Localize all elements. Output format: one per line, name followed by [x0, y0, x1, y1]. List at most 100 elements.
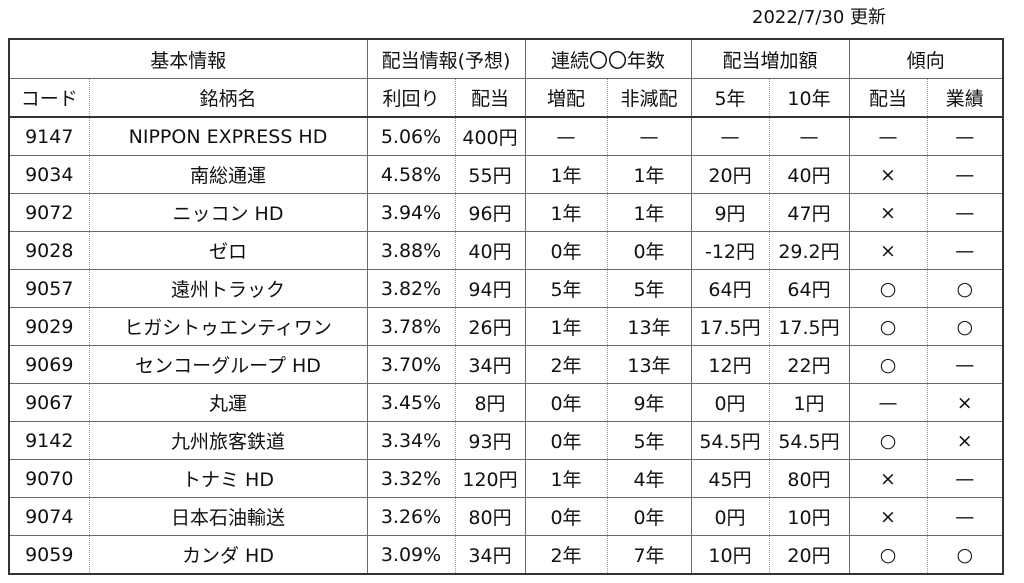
group-header-dividend: 配当情報(予想) — [366, 38, 526, 79]
table-row: 9147 NIPPON EXPRESS HD 5.06% 400円 — — — — — — — [8, 116, 1004, 156]
increase-10y-cell: 47円 — [768, 193, 850, 232]
increase-5y-cell: 54.5円 — [690, 421, 770, 460]
increase-10y-cell: 10円 — [768, 497, 850, 536]
increase-10y-cell: — — [768, 116, 850, 156]
dividend-cell: 96円 — [454, 193, 526, 232]
increase-years-cell: 0年 — [524, 497, 608, 536]
yield-cell: 3.34% — [366, 421, 456, 460]
yield-cell: 3.32% — [366, 459, 456, 498]
yield-cell: 3.82% — [366, 269, 456, 308]
non-decrease-years-cell: 13年 — [606, 345, 692, 384]
yield-cell: 4.58% — [366, 155, 456, 194]
dividend-trend-cell: — — [848, 383, 928, 422]
increase-10y-cell: 54.5円 — [768, 421, 850, 460]
column-header-5y-increase: 5年 — [690, 78, 770, 118]
increase-years-cell: 0年 — [524, 421, 608, 460]
name-cell: トナミ HD — [88, 459, 368, 498]
increase-10y-cell: 20円 — [768, 535, 850, 575]
code-cell: 9069 — [8, 345, 90, 384]
non-decrease-years-cell: 5年 — [606, 421, 692, 460]
increase-years-cell: — — [524, 116, 608, 156]
table-row: 9029 ヒガシトゥエンティワン 3.78% 26円 1年 13年 17.5円 17.5円 ○ ○ — [8, 307, 1004, 346]
yield-cell: 3.70% — [366, 345, 456, 384]
dividend-cell: 400円 — [454, 116, 526, 156]
increase-5y-cell: 0円 — [690, 383, 770, 422]
increase-10y-cell: 22円 — [768, 345, 850, 384]
name-cell: 遠州トラック — [88, 269, 368, 308]
table-row: 9067 丸運 3.45% 8円 0年 9年 0円 1円 — × — [8, 383, 1004, 422]
dividend-trend-cell: ○ — [848, 345, 928, 384]
non-decrease-years-cell: 5年 — [606, 269, 692, 308]
code-cell: 9147 — [8, 116, 90, 156]
increase-years-cell: 1年 — [524, 307, 608, 346]
yield-cell: 3.09% — [366, 535, 456, 575]
earnings-trend-cell: — — [926, 155, 1004, 194]
code-cell: 9074 — [8, 497, 90, 536]
increase-5y-cell: 17.5円 — [690, 307, 770, 346]
code-cell: 9142 — [8, 421, 90, 460]
increase-years-cell: 0年 — [524, 231, 608, 270]
yield-cell: 3.45% — [366, 383, 456, 422]
name-cell: ゼロ — [88, 231, 368, 270]
name-cell: 九州旅客鉄道 — [88, 421, 368, 460]
earnings-trend-cell: × — [926, 421, 1004, 460]
dividend-cell: 80円 — [454, 497, 526, 536]
table-row: 9069 センコーグループ HD 3.70% 34円 2年 13年 12円 22円 ○ — — [8, 345, 1004, 384]
increase-5y-cell: — — [690, 116, 770, 156]
dividend-trend-cell: ○ — [848, 421, 928, 460]
dividend-trend-cell: ○ — [848, 269, 928, 308]
code-cell: 9029 — [8, 307, 90, 346]
increase-years-cell: 5年 — [524, 269, 608, 308]
increase-years-cell: 0年 — [524, 383, 608, 422]
yield-cell: 3.94% — [366, 193, 456, 232]
column-header-dividend: 配当 — [454, 78, 526, 118]
earnings-trend-cell: ○ — [926, 269, 1004, 308]
group-header-trend: 傾向 — [848, 38, 1004, 79]
name-cell: 南総通運 — [88, 155, 368, 194]
name-cell: 丸運 — [88, 383, 368, 422]
dividend-stock-table: 基本情報 配当情報(予想) 連続〇〇年数 配当増加額 傾向 コード 銘柄名 利回… — [8, 38, 1004, 575]
increase-10y-cell: 64円 — [768, 269, 850, 308]
name-cell: ニッコン HD — [88, 193, 368, 232]
group-header-row: 基本情報 配当情報(予想) 連続〇〇年数 配当増加額 傾向 — [8, 38, 1004, 79]
column-header-name: 銘柄名 — [88, 78, 368, 118]
earnings-trend-cell: — — [926, 459, 1004, 498]
code-cell: 9034 — [8, 155, 90, 194]
increase-years-cell: 1年 — [524, 459, 608, 498]
increase-5y-cell: 9円 — [690, 193, 770, 232]
earnings-trend-cell: ○ — [926, 535, 1004, 575]
increase-5y-cell: 10円 — [690, 535, 770, 575]
column-header-dividend-trend: 配当 — [848, 78, 928, 118]
dividend-cell: 26円 — [454, 307, 526, 346]
group-header-basic: 基本情報 — [8, 38, 368, 79]
dividend-trend-cell: × — [848, 497, 928, 536]
code-cell: 9067 — [8, 383, 90, 422]
code-cell: 9070 — [8, 459, 90, 498]
increase-5y-cell: -12円 — [690, 231, 770, 270]
table-row: 9072 ニッコン HD 3.94% 96円 1年 1年 9円 47円 × — — [8, 193, 1004, 232]
updated-date: 2022/7/30 更新 — [752, 7, 887, 28]
column-header-10y-increase: 10年 — [768, 78, 850, 118]
dividend-trend-cell: — — [848, 116, 928, 156]
earnings-trend-cell: — — [926, 116, 1004, 156]
table-row: 9057 遠州トラック 3.82% 94円 5年 5年 64円 64円 ○ ○ — [8, 269, 1004, 308]
dividend-cell: 8円 — [454, 383, 526, 422]
increase-5y-cell: 12円 — [690, 345, 770, 384]
yield-cell: 3.88% — [366, 231, 456, 270]
dividend-cell: 40円 — [454, 231, 526, 270]
column-header-earnings-trend: 業績 — [926, 78, 1004, 118]
dividend-trend-cell: × — [848, 231, 928, 270]
table-row: 9070 トナミ HD 3.32% 120円 1年 4年 45円 80円 × — — [8, 459, 1004, 498]
increase-5y-cell: 45円 — [690, 459, 770, 498]
dividend-trend-cell: ○ — [848, 307, 928, 346]
yield-cell: 3.26% — [366, 497, 456, 536]
dividend-trend-cell: × — [848, 155, 928, 194]
column-header-code: コード — [8, 78, 90, 118]
earnings-trend-cell: — — [926, 231, 1004, 270]
increase-years-cell: 1年 — [524, 193, 608, 232]
non-decrease-years-cell: 4年 — [606, 459, 692, 498]
earnings-trend-cell: ○ — [926, 307, 1004, 346]
dividend-cell: 93円 — [454, 421, 526, 460]
group-header-increase: 配当増加額 — [690, 38, 850, 79]
table-row: 9074 日本石油輸送 3.26% 80円 0年 0年 0円 10円 × — — [8, 497, 1004, 536]
